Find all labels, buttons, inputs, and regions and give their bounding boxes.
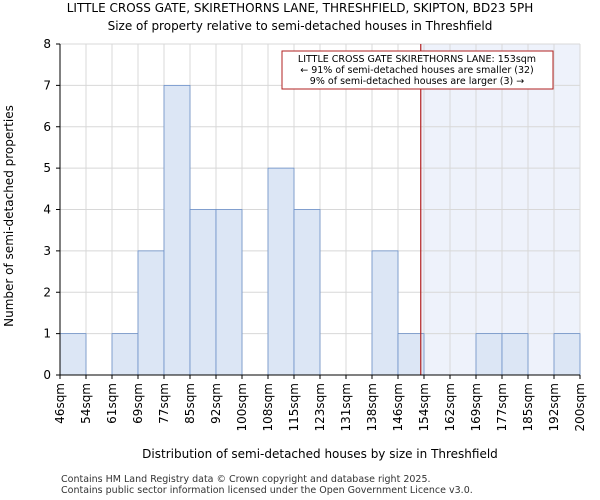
bar-46sqm xyxy=(59,333,87,376)
x-tick-label: 123sqm xyxy=(313,383,327,431)
x-tick-label: 69sqm xyxy=(131,383,145,424)
bar-85sqm xyxy=(189,209,217,376)
y-tick-label: 7 xyxy=(43,78,51,92)
y-tick-label: 2 xyxy=(43,285,51,299)
x-tick-label: 192sqm xyxy=(547,383,561,431)
x-tick-label: 61sqm xyxy=(105,383,119,424)
annotation-line-2: ← 91% of semi-detached houses are smalle… xyxy=(300,65,534,76)
x-tick-label: 169sqm xyxy=(469,383,483,431)
x-axis-title: Distribution of semi-detached houses by … xyxy=(142,447,498,461)
x-tick-label: 162sqm xyxy=(443,383,457,431)
bar-108sqm xyxy=(267,167,295,376)
x-tick-label: 92sqm xyxy=(209,383,223,424)
y-tick-label: 3 xyxy=(43,244,51,258)
bar-177sqm xyxy=(501,333,529,376)
x-tick-label: 154sqm xyxy=(417,383,431,431)
x-tick-label: 146sqm xyxy=(391,383,405,431)
bar-115sqm xyxy=(293,209,321,376)
bar-77sqm xyxy=(163,84,191,376)
x-tick-label: 131sqm xyxy=(339,383,353,431)
x-tick-label: 100sqm xyxy=(235,383,249,431)
y-tick-label: 6 xyxy=(43,120,51,134)
x-tick-label: 77sqm xyxy=(157,383,171,424)
footer-copyright: Contains HM Land Registry data © Crown c… xyxy=(61,474,431,485)
x-tick-label: 54sqm xyxy=(79,383,93,424)
bar-146sqm xyxy=(397,333,425,376)
y-tick-label: 1 xyxy=(43,327,51,341)
chart-subtitle: Size of property relative to semi-detach… xyxy=(107,19,493,33)
bar-61sqm xyxy=(111,333,139,376)
bar-138sqm xyxy=(371,250,399,376)
y-tick-label: 5 xyxy=(43,161,51,175)
bar-169sqm xyxy=(475,333,503,376)
x-tick-label: 177sqm xyxy=(495,383,509,431)
y-axis-title: Number of semi-detached properties xyxy=(2,105,16,327)
bar-92sqm xyxy=(215,209,243,376)
y-tick-label: 4 xyxy=(43,203,51,217)
footer-licence: Contains public sector information licen… xyxy=(61,485,473,496)
x-tick-label: 46sqm xyxy=(53,383,67,424)
bar-192sqm xyxy=(553,333,581,376)
y-tick-label: 8 xyxy=(43,37,51,51)
annotation-line-3: 9% of semi-detached houses are larger (3… xyxy=(310,76,524,87)
chart-title: LITTLE CROSS GATE, SKIRETHORNS LANE, THR… xyxy=(66,1,534,15)
x-tick-label: 138sqm xyxy=(365,383,379,431)
y-tick-label: 0 xyxy=(43,368,51,382)
annotation-line-1: LITTLE CROSS GATE SKIRETHORNS LANE: 153s… xyxy=(298,54,536,65)
x-tick-label: 85sqm xyxy=(183,383,197,424)
x-tick-label: 108sqm xyxy=(261,383,275,431)
x-tick-label: 200sqm xyxy=(573,383,587,431)
x-tick-label: 185sqm xyxy=(521,383,535,431)
x-tick-label: 115sqm xyxy=(287,383,301,431)
annotation-box: LITTLE CROSS GATE SKIRETHORNS LANE: 153s… xyxy=(281,50,554,90)
bar-69sqm xyxy=(137,250,165,376)
